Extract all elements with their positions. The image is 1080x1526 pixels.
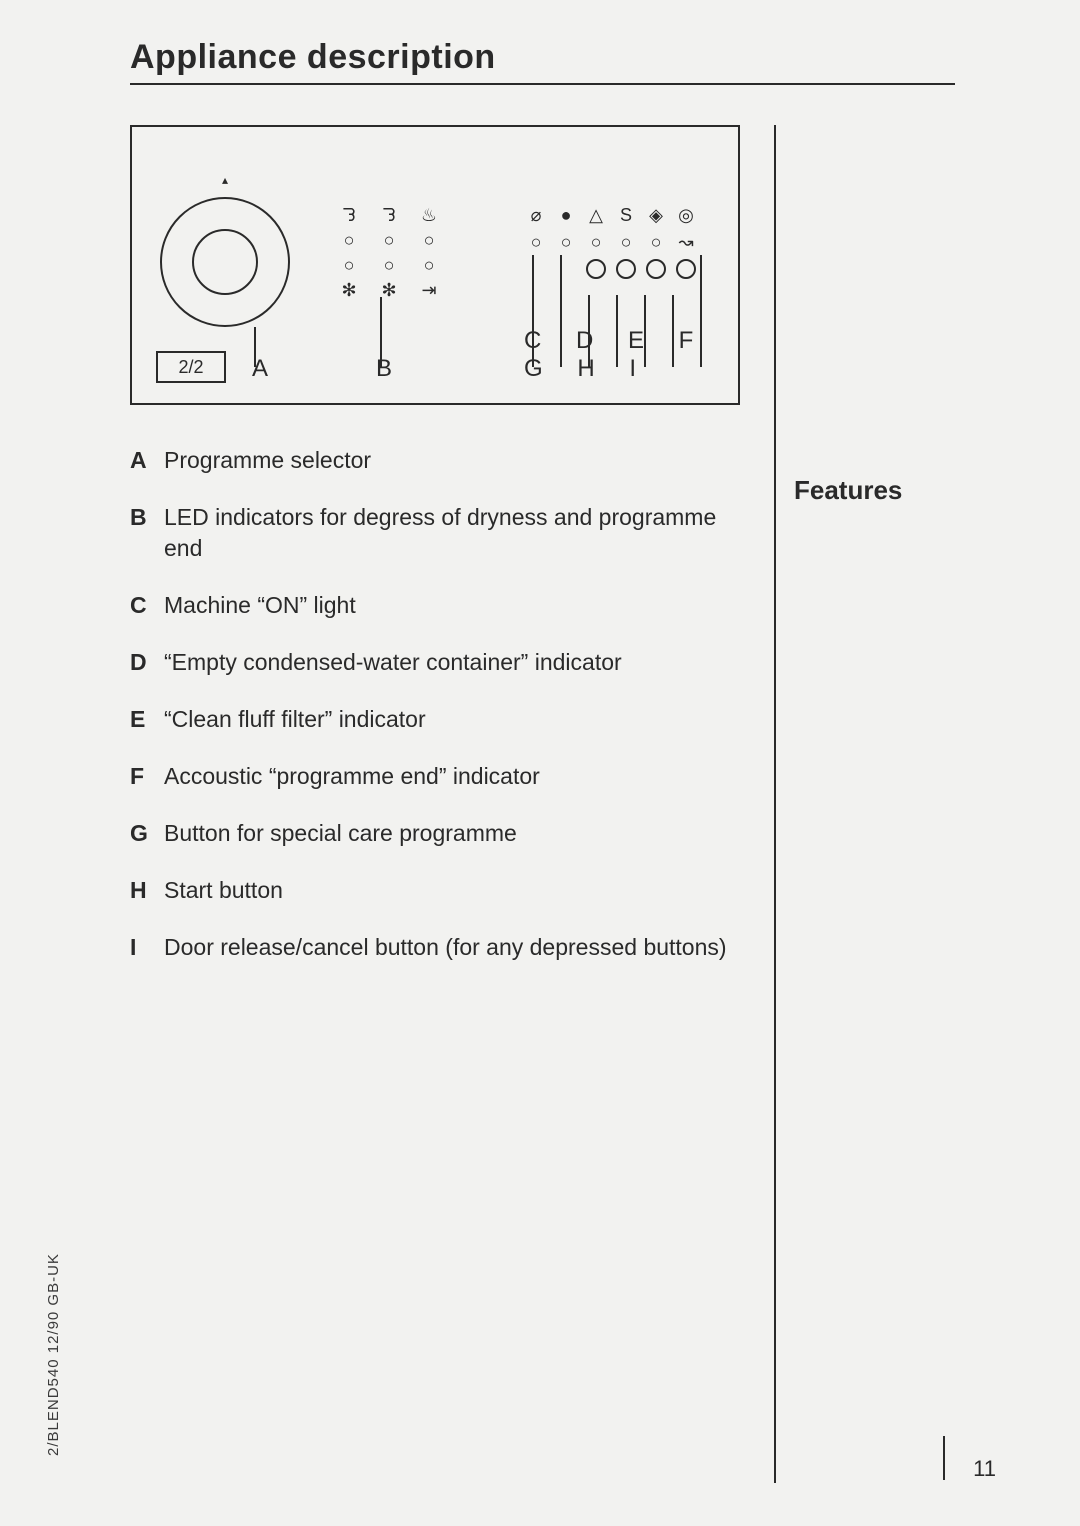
power-icon: ◎ (678, 205, 694, 226)
indicator-col: ⌀ ○ (522, 205, 550, 253)
page: Appliance description ▴ ᘊ ○ ○ ✻ ᘊ (0, 0, 1080, 1526)
model-box: 2/2 (156, 351, 226, 383)
led-col: ᘊ ○ ○ ✻ (372, 205, 406, 301)
feature-item: BLED indicators for degress of dryness a… (130, 502, 742, 564)
push-button-icon (616, 259, 636, 279)
diagram-labels-c-to-i: C D E F G H I (524, 327, 738, 383)
feature-text: “Empty condensed-water container” indica… (164, 647, 622, 678)
led-dot-icon: ○ (344, 255, 355, 276)
feature-key: I (130, 932, 164, 963)
feature-key: C (130, 590, 164, 621)
programme-dial-icon: ▴ (160, 197, 290, 327)
feature-item: GButton for special care programme (130, 818, 742, 849)
filter-icon: △ (589, 205, 603, 226)
led-dot-icon: ○ (424, 230, 435, 251)
wave-icon: ᘊ (383, 205, 396, 226)
feature-item: D“Empty condensed-water container” indic… (130, 647, 742, 678)
document-code: 2/BLEND540 12/90 GB-UK (45, 1253, 62, 1456)
page-title: Appliance description (130, 38, 1020, 77)
feature-text: Programme selector (164, 445, 371, 476)
push-button-icon (676, 259, 696, 279)
water-container-icon: ● (561, 205, 572, 226)
feature-item: CMachine “ON” light (130, 590, 742, 621)
feature-item: IDoor release/cancel button (for any dep… (130, 932, 742, 963)
indicator-col: S ○ (612, 205, 640, 279)
push-button-icon (586, 259, 606, 279)
led-dot-icon: ○ (384, 230, 395, 251)
feature-text: Button for special care programme (164, 818, 517, 849)
indicator-button-group: ⌀ ○ ● ○ △ ○ S ○ (522, 205, 700, 279)
indicator-col: △ ○ (582, 205, 610, 279)
feature-key: A (130, 445, 164, 476)
content-row: ▴ ᘊ ○ ○ ✻ ᘊ ○ ○ ✻ (130, 125, 1020, 1483)
special-care-icon: ◈ (649, 205, 663, 226)
indicator-col: ● ○ (552, 205, 580, 253)
indicator-col: ◎ ↝ (672, 205, 700, 279)
snowflake-icon: ✻ (381, 280, 396, 301)
snowflake-icon: ✻ (341, 280, 356, 301)
door-release-icon: ↝ (678, 232, 693, 253)
features-list: AProgramme selector BLED indicators for … (130, 445, 742, 963)
diagram-label-a: A (252, 355, 270, 383)
feature-key: D (130, 647, 164, 678)
vertical-divider (774, 125, 776, 1483)
led-dot-icon: ○ (424, 255, 435, 276)
feature-item: HStart button (130, 875, 742, 906)
led-dot-icon: ○ (651, 232, 662, 253)
led-dot-icon: ○ (621, 232, 632, 253)
led-indicator-group: ᘊ ○ ○ ✻ ᘊ ○ ○ ✻ ♨ ○ ○ ⇥ (332, 205, 446, 301)
feature-key: E (130, 704, 164, 735)
control-panel-diagram: ▴ ᘊ ○ ○ ✻ ᘊ ○ ○ ✻ (130, 125, 740, 405)
led-dot-icon: ○ (591, 232, 602, 253)
diagram-label-b: B (376, 355, 394, 383)
sound-icon: S (620, 205, 632, 226)
feature-text: Machine “ON” light (164, 590, 356, 621)
arrow-end-icon: ⇥ (421, 280, 436, 301)
side-heading: Features (794, 475, 974, 506)
feature-text: Start button (164, 875, 283, 906)
feature-key: H (130, 875, 164, 906)
push-button-icon (646, 259, 666, 279)
main-column: ▴ ᘊ ○ ○ ✻ ᘊ ○ ○ ✻ (130, 125, 742, 989)
led-dot-icon: ○ (531, 232, 542, 253)
led-col: ᘊ ○ ○ ✻ (332, 205, 366, 301)
dial-marker-icon: ▴ (222, 173, 228, 187)
feature-item: E“Clean fluff filter” indicator (130, 704, 742, 735)
feature-text: Door release/cancel button (for any depr… (164, 932, 727, 963)
indicator-col: ◈ ○ (642, 205, 670, 279)
led-col: ♨ ○ ○ ⇥ (412, 205, 446, 301)
feature-text: Accoustic “programme end” indicator (164, 761, 540, 792)
feature-item: AProgramme selector (130, 445, 742, 476)
led-dot-icon: ○ (384, 255, 395, 276)
dial-knob-icon (192, 229, 258, 295)
model-number: 2/2 (178, 357, 203, 378)
feature-key: F (130, 761, 164, 792)
feature-key: B (130, 502, 164, 564)
on-light-icon: ⌀ (531, 205, 542, 226)
feature-item: FAccoustic “programme end” indicator (130, 761, 742, 792)
feature-text: LED indicators for degress of dryness an… (164, 502, 742, 564)
feature-key: G (130, 818, 164, 849)
side-column: Features (794, 125, 974, 506)
title-rule (130, 83, 955, 85)
page-number: 11 (973, 1456, 996, 1482)
steam-icon: ♨ (421, 205, 437, 226)
led-dot-icon: ○ (561, 232, 572, 253)
led-dot-icon: ○ (344, 230, 355, 251)
wave-icon: ᘊ (343, 205, 356, 226)
feature-text: “Clean fluff filter” indicator (164, 704, 426, 735)
